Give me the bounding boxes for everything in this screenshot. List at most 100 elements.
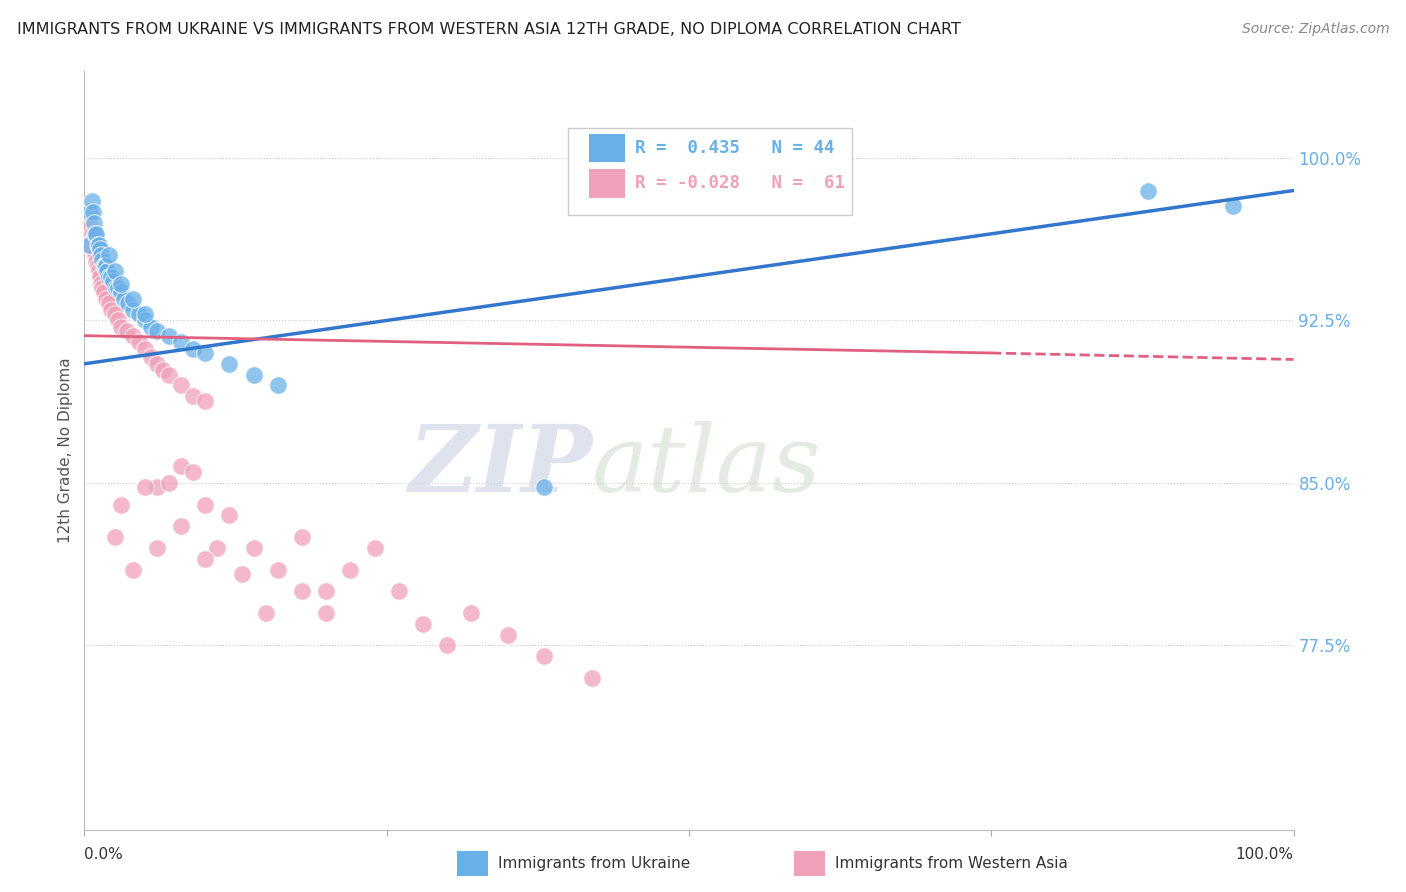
Point	[218, 357, 240, 371]
Point	[170, 335, 193, 350]
Point	[80, 194, 103, 209]
Point	[157, 368, 180, 382]
Point	[83, 242, 105, 256]
Point	[94, 292, 117, 306]
Point	[107, 313, 129, 327]
Point	[89, 242, 111, 256]
Point	[194, 393, 217, 408]
Point	[231, 566, 253, 581]
Point	[79, 220, 101, 235]
Bar	[589, 134, 624, 162]
Point	[315, 606, 337, 620]
Text: 0.0%: 0.0%	[84, 847, 124, 862]
Point	[121, 302, 143, 317]
Point	[96, 263, 118, 277]
Point	[581, 671, 603, 685]
Y-axis label: 12th Grade, No Diploma: 12th Grade, No Diploma	[58, 358, 73, 543]
Bar	[589, 169, 624, 198]
Point	[181, 465, 204, 479]
Point	[93, 285, 115, 300]
Point	[121, 328, 143, 343]
Point	[77, 237, 100, 252]
Point	[496, 627, 519, 641]
Point	[194, 346, 217, 360]
Point	[315, 584, 337, 599]
Point	[91, 252, 114, 267]
Point	[86, 260, 108, 274]
Text: Immigrants from Ukraine: Immigrants from Ukraine	[498, 856, 690, 871]
Point	[267, 378, 290, 392]
Point	[121, 563, 143, 577]
Point	[91, 281, 114, 295]
Point	[146, 324, 169, 338]
Point	[146, 357, 169, 371]
Point	[157, 475, 180, 490]
Point	[104, 263, 127, 277]
Point	[94, 260, 117, 274]
Bar	[457, 851, 488, 876]
Point	[86, 255, 108, 269]
Point	[117, 296, 139, 310]
Text: IMMIGRANTS FROM UKRAINE VS IMMIGRANTS FROM WESTERN ASIA 12TH GRADE, NO DIPLOMA C: IMMIGRANTS FROM UKRAINE VS IMMIGRANTS FR…	[17, 22, 960, 37]
Text: Immigrants from Western Asia: Immigrants from Western Asia	[835, 856, 1069, 871]
Point	[291, 584, 314, 599]
Point	[436, 639, 458, 653]
Point	[146, 480, 169, 494]
Point	[100, 270, 122, 285]
Point	[77, 237, 100, 252]
Point	[84, 248, 107, 262]
Point	[1137, 184, 1160, 198]
Text: R =  0.435   N = 44: R = 0.435 N = 44	[634, 139, 834, 157]
Point	[152, 363, 174, 377]
Point	[218, 508, 240, 523]
Point	[157, 328, 180, 343]
Point	[110, 277, 132, 291]
Point	[87, 237, 110, 252]
Point	[388, 584, 411, 599]
Point	[104, 307, 127, 321]
Point	[104, 530, 127, 544]
Point	[80, 227, 103, 241]
Point	[363, 541, 385, 555]
Point	[94, 260, 117, 274]
Point	[139, 320, 162, 334]
Point	[170, 458, 193, 473]
Point	[181, 342, 204, 356]
Point	[100, 302, 122, 317]
Point	[139, 351, 162, 365]
Text: atlas: atlas	[592, 421, 821, 510]
Point	[194, 498, 217, 512]
Point	[533, 480, 555, 494]
Point	[97, 270, 120, 285]
Point	[121, 292, 143, 306]
Point	[97, 248, 120, 262]
Point	[134, 313, 156, 327]
FancyBboxPatch shape	[568, 128, 852, 216]
Point	[104, 281, 127, 295]
Point	[115, 324, 138, 338]
Bar	[794, 851, 825, 876]
Point	[82, 205, 104, 219]
Point	[128, 335, 150, 350]
Point	[110, 285, 132, 300]
Point	[242, 368, 264, 382]
Point	[82, 233, 104, 247]
Point	[112, 292, 135, 306]
Point	[110, 498, 132, 512]
Point	[170, 519, 193, 533]
Point	[86, 227, 108, 241]
Point	[1222, 199, 1244, 213]
Point	[194, 551, 217, 566]
Point	[86, 237, 108, 252]
Point	[134, 307, 156, 321]
Point	[339, 563, 361, 577]
Point	[412, 616, 434, 631]
Point	[254, 606, 277, 620]
Point	[134, 342, 156, 356]
Point	[267, 563, 290, 577]
Point	[146, 541, 169, 555]
Point	[460, 606, 482, 620]
Point	[97, 296, 120, 310]
Text: ZIP: ZIP	[408, 421, 592, 510]
Point	[110, 320, 132, 334]
